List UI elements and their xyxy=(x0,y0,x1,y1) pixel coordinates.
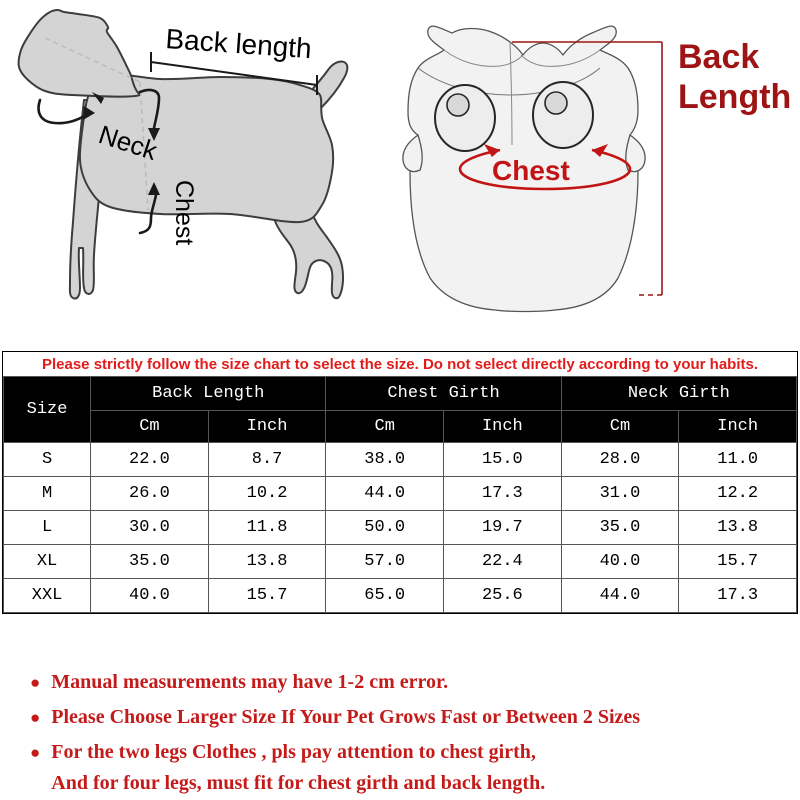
svg-text:Back length: Back length xyxy=(165,23,313,64)
svg-text:Chest: Chest xyxy=(492,155,570,186)
svg-text:Length: Length xyxy=(678,78,791,116)
svg-text:Chest: Chest xyxy=(170,180,198,245)
svg-text:Back: Back xyxy=(678,38,759,76)
